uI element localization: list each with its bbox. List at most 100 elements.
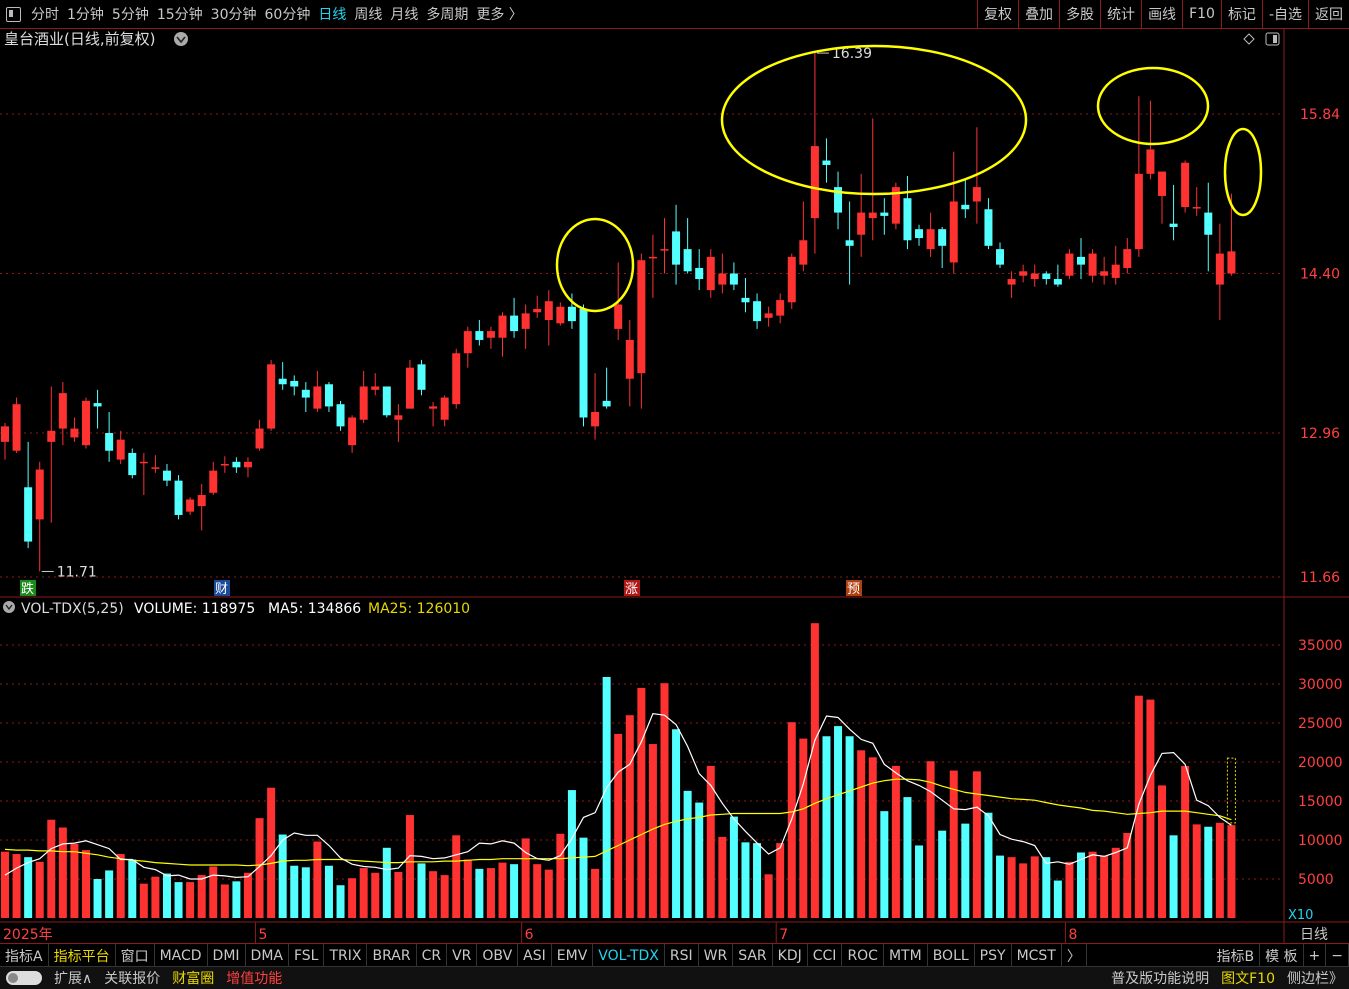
candle-body xyxy=(1192,207,1201,209)
volume-bar xyxy=(1123,832,1132,918)
volume-bar xyxy=(394,871,403,918)
status-left-2[interactable]: 财富圈 xyxy=(172,971,215,987)
candle-body xyxy=(822,160,831,165)
volume-tick-label: 20000 xyxy=(1298,755,1343,771)
volume-bar xyxy=(972,771,981,918)
indicator-tab-24[interactable]: MCST xyxy=(1012,944,1062,967)
candle-body xyxy=(972,187,981,202)
panel-toggle-icon[interactable] xyxy=(6,6,21,22)
indicator-tab-13[interactable]: EMV xyxy=(552,944,594,967)
indicator-tab-7[interactable]: TRIX xyxy=(324,944,368,967)
candle-body xyxy=(1053,279,1062,285)
volume-bar xyxy=(452,835,461,918)
vol-ma25-label: MA25: 126010 xyxy=(368,601,470,617)
indicator-tab-18[interactable]: KDJ xyxy=(773,944,808,967)
status-right-2[interactable]: 侧边栏》 xyxy=(1287,971,1343,987)
expand-toggle[interactable] xyxy=(6,971,42,985)
candle-body xyxy=(348,417,357,446)
indicator-right-0[interactable]: 指标B xyxy=(1211,944,1261,967)
candle-body xyxy=(498,315,507,338)
volume-bar xyxy=(81,850,90,918)
period-tab-2[interactable]: 5分钟 xyxy=(111,7,149,23)
volume-bar xyxy=(729,816,738,918)
candle-body xyxy=(1,426,9,442)
period-tab-4[interactable]: 30分钟 xyxy=(210,7,257,23)
toolbar-button-6[interactable]: 标记 xyxy=(1220,0,1262,28)
toolbar-button-5[interactable]: F10 xyxy=(1182,0,1221,28)
candle-body xyxy=(359,386,368,420)
status-right-1[interactable]: 图文F10 xyxy=(1221,971,1275,987)
indicator-right-2[interactable]: + xyxy=(1304,944,1327,967)
status-left-1[interactable]: 关联报价 xyxy=(104,971,161,987)
chart-area[interactable]: 15.84 14.40 12.96 11.66 35000 30000 25000 20000… xyxy=(0,28,1349,943)
indicator-tab-4[interactable]: DMI xyxy=(208,944,246,967)
candle-body xyxy=(556,306,565,324)
indicator-tab-0[interactable]: 指标A xyxy=(0,944,49,967)
candle-body xyxy=(938,229,947,246)
volume-bar xyxy=(926,761,935,918)
period-tab-6[interactable]: 日线 xyxy=(318,7,347,23)
volume-bar xyxy=(868,757,877,918)
indicator-right-3[interactable]: − xyxy=(1326,944,1349,967)
event-marker-2 xyxy=(624,580,640,596)
indicator-right-1[interactable]: 模 板 xyxy=(1260,944,1304,967)
indicator-tab-17[interactable]: SAR xyxy=(733,944,773,967)
status-right-0[interactable]: 普及版功能说明 xyxy=(1111,971,1210,987)
indicator-tab-11[interactable]: OBV xyxy=(477,944,519,967)
indicator-tab-10[interactable]: VR xyxy=(447,944,478,967)
period-tab-7[interactable]: 周线 xyxy=(354,7,383,23)
period-tab-5[interactable]: 60分钟 xyxy=(264,7,311,23)
indicator-tab-1[interactable]: 指标平台 xyxy=(49,944,116,967)
indicator-tab-3[interactable]: MACD xyxy=(155,944,208,967)
volume-bar xyxy=(1100,855,1109,918)
indicator-tab-25[interactable]: 〉 xyxy=(1062,944,1087,967)
indicator-tab-6[interactable]: FSL xyxy=(289,944,325,967)
period-tab-0[interactable]: 分时 xyxy=(31,7,59,23)
indicator-tab-16[interactable]: WR xyxy=(699,944,734,967)
indicator-tab-9[interactable]: CR xyxy=(417,944,448,967)
indicator-tab-8[interactable]: BRAR xyxy=(367,944,417,967)
toolbar-button-4[interactable]: 画线 xyxy=(1141,0,1182,28)
candle-body xyxy=(799,240,808,265)
period-tab-8[interactable]: 月线 xyxy=(390,7,419,23)
candle-body xyxy=(880,212,889,216)
volume-bar xyxy=(857,750,866,918)
vol-indicator-name: VOL-TDX(5,25) xyxy=(21,601,124,617)
indicator-tab-5[interactable]: DMA xyxy=(246,944,289,967)
period-tab-1[interactable]: 1分钟 xyxy=(67,7,104,23)
candle-body xyxy=(648,256,657,259)
toolbar-button-1[interactable]: 叠加 xyxy=(1018,0,1059,28)
toolbar-button-7[interactable]: -自选 xyxy=(1261,0,1308,28)
candle-body xyxy=(116,439,125,460)
indicator-tab-15[interactable]: RSI xyxy=(665,944,699,967)
candle-body xyxy=(787,256,796,303)
candle-body xyxy=(591,411,600,427)
indicator-tab-19[interactable]: CCI xyxy=(808,944,843,967)
indicator-tab-2[interactable]: 窗口 xyxy=(116,944,155,967)
indicator-tab-12[interactable]: ASI xyxy=(518,944,552,967)
toolbar-button-2[interactable]: 多股 xyxy=(1059,0,1100,28)
indicator-tab-14[interactable]: VOL-TDX xyxy=(593,944,665,967)
toolbar-button-3[interactable]: 统计 xyxy=(1100,0,1141,28)
toolbar-button-0[interactable]: 复权 xyxy=(977,0,1018,28)
volume-bar xyxy=(1158,785,1166,918)
period-tab-10[interactable]: 更多 〉 xyxy=(476,7,523,23)
candle-body xyxy=(24,487,33,542)
volume-bar xyxy=(47,819,56,918)
indicator-tab-22[interactable]: BOLL xyxy=(928,944,975,967)
status-left-0[interactable]: 扩展∧ xyxy=(54,971,93,987)
toolbar-button-8[interactable]: 返回 xyxy=(1308,0,1349,28)
period-tab-9[interactable]: 多周期 xyxy=(426,7,469,23)
volume-bar xyxy=(521,838,530,918)
indicator-tab-23[interactable]: PSY xyxy=(975,944,1012,967)
volume-bar xyxy=(1019,863,1028,918)
volume-bar xyxy=(1169,835,1178,918)
candle-body xyxy=(810,146,819,219)
indicator-tab-20[interactable]: ROC xyxy=(842,944,884,967)
volume-bar xyxy=(243,872,252,918)
indicator-tab-21[interactable]: MTM xyxy=(884,944,928,967)
status-left-3[interactable]: 增值功能 xyxy=(226,971,283,987)
volume-bar xyxy=(834,726,843,918)
volume-bar xyxy=(683,790,692,918)
period-tab-3[interactable]: 15分钟 xyxy=(156,7,203,23)
